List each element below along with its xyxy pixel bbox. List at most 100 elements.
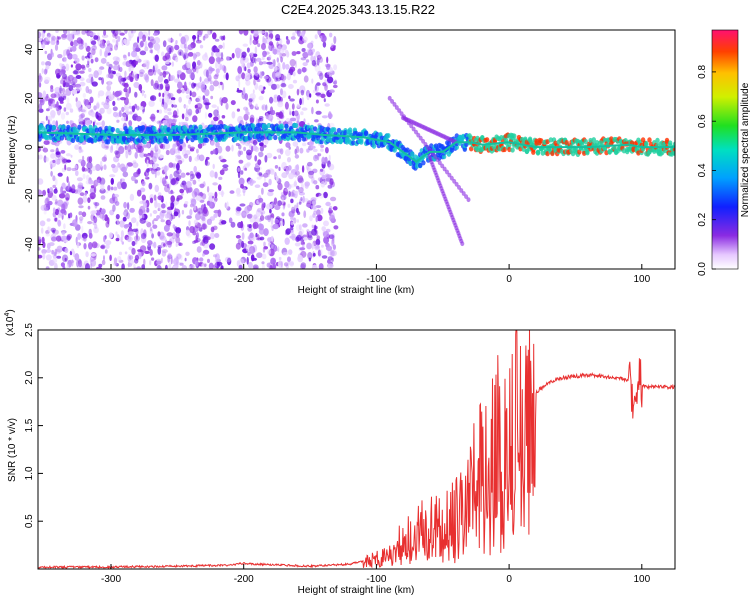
spectrogram-cell — [54, 86, 61, 94]
spectrogram-cell — [50, 227, 57, 233]
spectrogram-cell — [180, 254, 183, 261]
spectrogram-cell — [62, 49, 66, 58]
spectrogram-cell — [194, 65, 201, 70]
spectrogram-cell — [284, 123, 289, 129]
spectrogram-cell — [291, 51, 297, 56]
spectrogram-cell — [238, 258, 245, 266]
spectrogram-cell — [55, 235, 62, 242]
spectrogram-cell — [123, 201, 127, 209]
spectrogram-cell — [328, 163, 335, 171]
spectrogram-cell — [100, 245, 105, 249]
spectrogram-cell — [320, 93, 326, 99]
spectrogram-cell — [270, 217, 274, 226]
spectrogram-cell — [122, 112, 127, 118]
spectrogram-cell — [85, 174, 90, 181]
spectrogram-cell — [71, 259, 74, 267]
spectrogram-cell — [181, 209, 185, 215]
spectrogram-cell — [324, 84, 328, 91]
spectrogram-cell — [46, 93, 49, 99]
spectrogram-cell — [249, 217, 256, 223]
spectrogram-cell — [159, 97, 162, 103]
spectrogram-cell — [164, 138, 170, 144]
spectrogram-cell — [333, 225, 339, 230]
spectrogram-cell — [169, 74, 176, 81]
spectrogram-cell — [50, 39, 56, 46]
spectrogram-cell — [131, 175, 136, 182]
spectrogram-cell — [93, 216, 98, 224]
spectrogram-cell — [61, 157, 66, 164]
spectrogram-cell — [136, 189, 142, 197]
snr-frame — [37, 329, 676, 570]
spectrogram-cell — [241, 64, 244, 68]
spectrogram-cell — [53, 229, 59, 235]
spectrogram-cell — [110, 177, 115, 185]
x-tick-label: -300 — [101, 274, 121, 285]
spectrogram-cell — [287, 256, 291, 262]
spectrogram-cell — [89, 32, 96, 36]
spectrogram-cell — [215, 68, 220, 74]
spectrogram-cell — [313, 210, 318, 215]
colorbar-tick-label: 0.4 — [697, 163, 708, 177]
spectrogram-cell — [132, 143, 135, 149]
spectrogram-cell — [196, 60, 201, 66]
spectrogram-cell — [91, 48, 96, 56]
spectrogram-cell — [258, 84, 264, 92]
spectrogram-cell — [170, 195, 175, 203]
spectrogram-cell — [97, 93, 100, 98]
spectrogram-cell — [313, 154, 318, 162]
spectrogram-cell — [125, 147, 128, 154]
spectrogram-cell — [300, 241, 305, 246]
spectrogram-cell — [121, 166, 127, 173]
spectrogram-cell — [131, 105, 136, 113]
spectrogram-cell — [312, 200, 317, 206]
spectrogram-cell — [259, 215, 265, 221]
spectrogram-cell — [118, 66, 123, 72]
spectrogram-cell — [66, 159, 72, 163]
spectrogram-cell — [297, 68, 302, 75]
spectrogram-cell — [161, 250, 167, 257]
spectrogram-cell — [128, 72, 135, 81]
spectrogram-cell — [317, 70, 323, 77]
spectrogram-cell — [260, 135, 265, 141]
spectrogram-cell — [77, 233, 81, 240]
spectrogram-cell — [238, 144, 242, 150]
spectrogram-cell — [300, 89, 305, 96]
spectrogram-cell — [115, 30, 122, 35]
spectrogram-cell — [187, 144, 191, 149]
spectrogram-cell — [321, 255, 328, 259]
spectrogram-cell — [334, 79, 338, 85]
spectrogram-cell — [246, 149, 253, 156]
spectrogram-cell — [167, 111, 172, 116]
spectrogram-cell — [280, 88, 283, 96]
spectrogram-cell — [93, 226, 99, 234]
spectrogram-cell — [238, 177, 245, 186]
spectrogram-cell — [425, 145, 430, 150]
spectrogram-cell — [43, 68, 48, 75]
spectrogram-cell — [156, 260, 162, 265]
colorbar-tick-label: 0.2 — [697, 212, 708, 226]
spectrogram-cell — [210, 95, 214, 100]
spectrogram-cell — [333, 36, 337, 44]
spectrogram-cell — [240, 184, 244, 189]
spectrogram-cell — [103, 30, 107, 36]
spectrogram-cell — [51, 141, 57, 146]
spectrogram-cell — [103, 102, 110, 110]
spectrogram-cell — [72, 70, 79, 75]
spectrogram-cell — [319, 249, 323, 255]
spectrogram-cell — [207, 192, 214, 197]
spectrogram-cell — [181, 265, 188, 269]
spectrogram-cell — [286, 72, 291, 81]
spectrogram-cell — [89, 54, 93, 59]
spectrogram-cell — [72, 250, 76, 258]
spectrogram-cell — [264, 155, 268, 163]
spectrogram-cell — [315, 238, 321, 246]
spectrogram-cell — [60, 79, 64, 85]
spectrogram-cell — [156, 171, 161, 176]
spectrogram-cell — [299, 228, 305, 235]
spectrogram-cell — [96, 122, 103, 126]
spectrogram-cell — [112, 64, 119, 71]
spectrogram-cell — [75, 75, 82, 79]
spectrogram-cell — [310, 55, 314, 62]
spectrogram-cell — [283, 187, 288, 196]
spectrogram-cell — [197, 178, 201, 182]
